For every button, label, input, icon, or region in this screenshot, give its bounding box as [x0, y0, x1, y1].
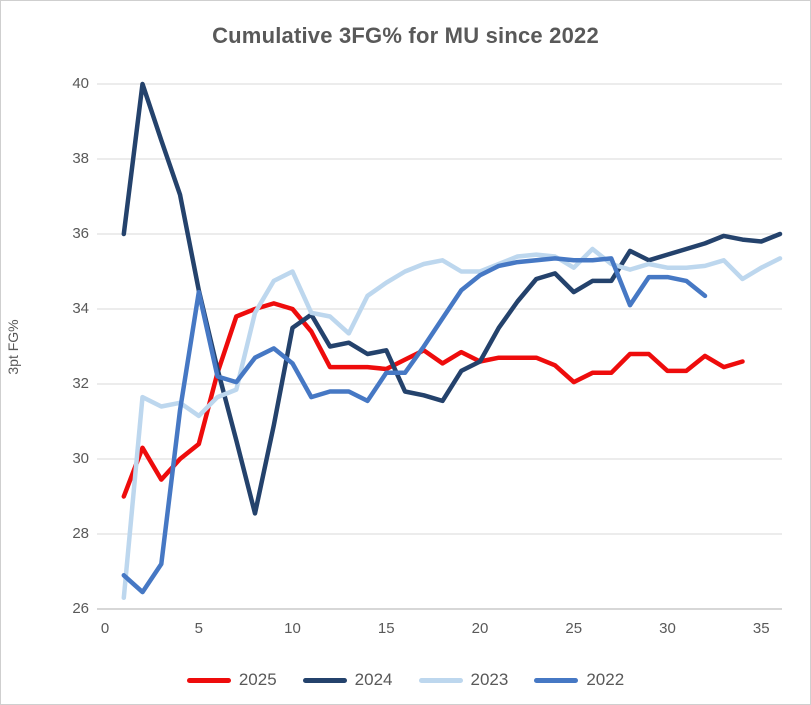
legend-line-swatch-2024	[302, 677, 347, 683]
x-tick-label: 5	[194, 620, 203, 637]
x-tick-label: 30	[659, 620, 676, 637]
y-tick-label: 26	[72, 600, 89, 617]
y-tick-label: 36	[72, 225, 89, 242]
x-tick-label: 0	[100, 620, 110, 637]
y-tick-label: 38	[72, 150, 89, 167]
legend-label: 2023	[470, 670, 509, 689]
legend-line-swatch-2023	[418, 677, 463, 683]
legend-label: 2025	[238, 670, 277, 689]
legend-label: 2024	[354, 670, 393, 689]
y-tick-label: 30	[72, 450, 89, 467]
x-tick-label: 25	[565, 620, 583, 637]
y-tick-label: 40	[72, 75, 89, 92]
legend-item-2023: 2023	[418, 670, 509, 690]
chart-title: Cumulative 3FG% for MU since 2022	[212, 23, 599, 48]
x-tick-label: 10	[284, 620, 301, 637]
x-tick-label: 15	[377, 620, 395, 637]
legend-item-2025: 2025	[186, 670, 277, 690]
y-tick-label: 34	[72, 300, 89, 317]
legend-item-2024: 2024	[302, 670, 393, 690]
legend-label: 2022	[586, 670, 625, 689]
legend-line-swatch-2025	[186, 677, 231, 683]
y-tick-label: 28	[72, 525, 89, 542]
y-tick-label: 32	[72, 375, 89, 392]
legend-line-swatch-2022	[534, 677, 579, 683]
x-tick-label: 35	[752, 620, 770, 637]
x-tick-label: 20	[471, 620, 489, 637]
chart-legend: 2025 2024 2023 2022	[1, 670, 810, 690]
legend-item-2022: 2022	[534, 670, 624, 690]
